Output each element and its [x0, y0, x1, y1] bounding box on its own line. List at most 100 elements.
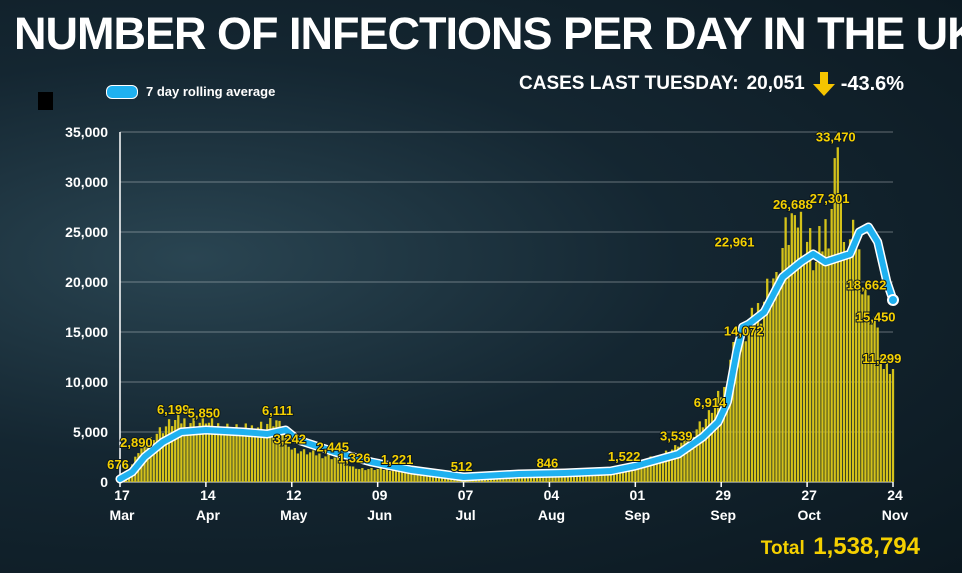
bar — [597, 470, 600, 482]
bar — [333, 457, 336, 482]
bar — [259, 421, 263, 482]
bar — [652, 459, 655, 482]
bar — [726, 384, 729, 482]
bar — [542, 474, 545, 482]
bar — [772, 278, 775, 482]
bar — [256, 427, 260, 482]
bar — [661, 454, 665, 482]
bar — [324, 456, 327, 482]
bar — [382, 469, 385, 482]
bar — [818, 226, 821, 482]
bar — [269, 417, 272, 482]
bar — [833, 158, 836, 482]
cases-label: CASES LAST TUESDAY: — [519, 73, 739, 94]
bar — [361, 468, 364, 482]
data-label: 27,301 — [810, 191, 850, 206]
data-label: 14,072 — [724, 323, 764, 338]
data-label: 22,961 — [715, 234, 755, 249]
bar — [351, 466, 355, 482]
data-label: 846 — [537, 456, 559, 471]
bar — [517, 475, 520, 482]
bar — [272, 426, 275, 482]
data-label: 1,221 — [381, 452, 414, 467]
bar — [802, 256, 806, 482]
bar — [241, 430, 244, 482]
y-tick-label: 35,000 — [65, 124, 108, 140]
data-label: 5,850 — [188, 406, 221, 421]
cases-value: 20,051 — [746, 73, 805, 94]
bar — [588, 471, 591, 482]
bar — [870, 321, 873, 482]
bar — [342, 461, 346, 482]
bar — [585, 472, 588, 482]
bar — [683, 435, 686, 482]
bar — [152, 440, 155, 482]
bar — [763, 301, 766, 482]
bar — [799, 211, 803, 482]
bar — [812, 270, 815, 482]
rolling-average-line — [117, 224, 896, 482]
bar — [180, 423, 183, 482]
bar — [321, 458, 324, 482]
bar — [440, 475, 444, 482]
bar — [805, 241, 809, 482]
bar — [701, 427, 704, 482]
bar — [281, 430, 284, 482]
bar — [674, 445, 677, 482]
bar — [670, 449, 674, 482]
bar — [394, 468, 398, 482]
bar — [634, 465, 637, 482]
chart-title: NUMBER OF INFECTIONS PER DAY IN THE UK — [14, 8, 962, 59]
bar — [729, 359, 732, 482]
bar — [364, 470, 367, 482]
bar — [523, 475, 527, 482]
bar — [649, 456, 652, 482]
x-tick-month: Sep — [624, 507, 650, 523]
bar — [646, 459, 649, 482]
bar — [885, 356, 889, 482]
bar — [855, 247, 858, 482]
bar — [385, 468, 389, 482]
bar — [419, 471, 422, 482]
bar — [164, 426, 168, 482]
bar — [824, 219, 827, 482]
bar — [391, 469, 395, 482]
bar — [284, 433, 287, 482]
bar — [851, 219, 855, 482]
bar — [339, 462, 343, 482]
bar — [416, 472, 419, 482]
total-label: Total — [760, 538, 805, 559]
bar — [741, 329, 744, 482]
bar — [873, 316, 876, 482]
bar — [195, 427, 198, 482]
bar — [621, 466, 625, 482]
bar — [781, 248, 784, 482]
bar — [532, 474, 536, 482]
bar — [210, 418, 214, 482]
x-tick-month: Oct — [797, 507, 821, 523]
bar — [848, 239, 852, 482]
bar — [815, 262, 818, 482]
bar — [839, 194, 842, 482]
bar — [226, 423, 229, 482]
x-tick-label: 01 — [630, 487, 646, 503]
rolling-average-end-point — [887, 294, 899, 306]
bar — [171, 426, 174, 482]
arrow-down-icon — [812, 72, 835, 96]
bar — [293, 448, 296, 482]
bar — [784, 217, 787, 482]
bar — [161, 433, 165, 482]
bar — [628, 466, 631, 482]
bar — [410, 471, 413, 482]
bar — [756, 303, 760, 482]
x-tick-month: May — [280, 507, 307, 523]
bar — [401, 470, 404, 482]
bar — [312, 450, 315, 482]
bar — [247, 430, 250, 482]
bar — [238, 432, 241, 482]
bar — [367, 469, 370, 482]
bar — [302, 449, 306, 482]
bar — [309, 452, 312, 482]
bar — [655, 457, 658, 482]
